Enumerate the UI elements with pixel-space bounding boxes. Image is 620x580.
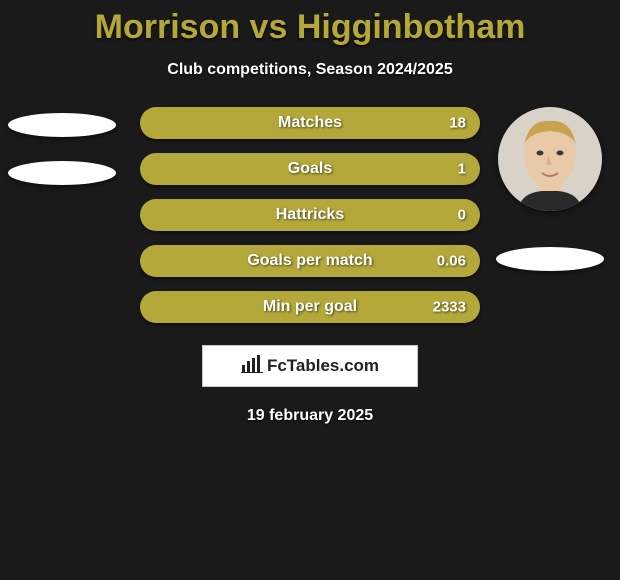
stat-right-value: 18 <box>449 115 466 132</box>
player-left-placeholder-2 <box>8 161 116 185</box>
brand-badge[interactable]: FcTables.com <box>202 345 418 387</box>
stat-right-value: 0.06 <box>437 253 466 270</box>
stat-label: Goals <box>288 160 332 178</box>
main-content: Matches 18 Goals 1 Hattricks 0 Goals per… <box>0 107 620 425</box>
player-right-column <box>490 107 610 271</box>
stat-row-hattricks: Hattricks 0 <box>140 199 480 231</box>
stat-rows: Matches 18 Goals 1 Hattricks 0 Goals per… <box>140 107 480 323</box>
page-title: Morrison vs Higginbotham <box>0 8 620 47</box>
stat-right-value: 2333 <box>433 299 466 316</box>
stat-label: Hattricks <box>276 206 344 224</box>
stat-row-goals-per-match: Goals per match 0.06 <box>140 245 480 277</box>
subtitle: Club competitions, Season 2024/2025 <box>0 61 620 79</box>
player-left-placeholder-1 <box>8 113 116 137</box>
player-left-column <box>2 107 122 185</box>
stat-row-min-per-goal: Min per goal 2333 <box>140 291 480 323</box>
stat-row-matches: Matches 18 <box>140 107 480 139</box>
stat-right-value: 1 <box>458 161 466 178</box>
comparison-card: Morrison vs Higginbotham Club competitio… <box>0 0 620 425</box>
stat-label: Goals per match <box>247 252 372 270</box>
chart-bars-icon <box>241 355 263 378</box>
player-right-avatar <box>498 107 602 211</box>
stat-right-value: 0 <box>458 207 466 224</box>
stat-label: Min per goal <box>263 298 357 316</box>
player-right-placeholder <box>496 247 604 271</box>
date-label: 19 february 2025 <box>0 407 620 425</box>
stat-label: Matches <box>278 114 342 132</box>
stat-row-goals: Goals 1 <box>140 153 480 185</box>
brand-text: FcTables.com <box>267 356 379 376</box>
